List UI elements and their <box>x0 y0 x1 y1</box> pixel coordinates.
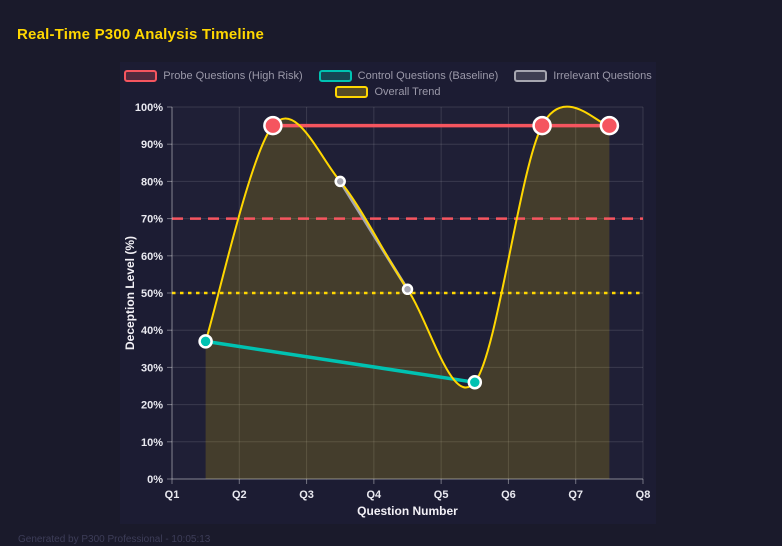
control-line <box>203 339 477 385</box>
y-tick-label: 70% <box>141 214 163 226</box>
x-axis-title: Question Number <box>357 504 458 518</box>
x-tick-label: Q4 <box>367 489 383 501</box>
y-axis-title: Deception Level (%) <box>123 236 137 350</box>
control-point[interactable] <box>467 375 483 390</box>
probe-point[interactable] <box>599 115 620 136</box>
x-tick-label: Q7 <box>568 489 583 501</box>
legend-label: Probe Questions (High Risk) <box>163 70 303 82</box>
y-tick-label: 50% <box>141 288 163 300</box>
y-tick-label: 60% <box>141 251 163 263</box>
control-legend-swatch <box>318 70 352 82</box>
legend-label: Overall Trend <box>374 86 441 98</box>
x-tick-label: Q5 <box>434 489 449 501</box>
legend-row: Overall Trend <box>335 86 441 98</box>
y-tick-label: 0% <box>147 474 163 486</box>
chart-legend: Probe Questions (High Risk) Control Quest… <box>120 70 656 98</box>
legend-label: Irrelevant Questions <box>553 70 652 82</box>
irrelevant-point[interactable] <box>334 175 346 188</box>
y-tick-label: 40% <box>141 325 163 337</box>
legend-label: Control Questions (Baseline) <box>357 70 499 82</box>
legend-item-trend[interactable]: Overall Trend <box>335 86 441 98</box>
probe-point[interactable] <box>532 115 552 136</box>
x-tick-label: Q2 <box>232 489 247 501</box>
y-tick-label: 10% <box>141 437 163 449</box>
y-tick-label: 20% <box>141 400 163 412</box>
trend-legend-swatch <box>335 86 369 98</box>
probe-point[interactable] <box>263 115 283 136</box>
y-tick-label: 90% <box>141 139 163 151</box>
irrelevant-point[interactable] <box>401 283 414 296</box>
legend-row: Probe Questions (High Risk) Control Quest… <box>124 70 652 82</box>
probe-legend-swatch <box>124 70 158 82</box>
x-tick-label: Q1 <box>165 489 180 501</box>
y-tick-label: 100% <box>135 102 163 114</box>
footer-note: Generated by P300 Professional - 10:05:1… <box>18 534 211 545</box>
control-point[interactable] <box>198 334 213 349</box>
x-tick-label: Q8 <box>636 489 651 501</box>
y-tick-label: 30% <box>141 362 163 374</box>
x-tick-label: Q3 <box>299 489 314 501</box>
irrelevant-legend-swatch <box>514 70 548 82</box>
page-title: Real-Time P300 Analysis Timeline <box>17 26 265 43</box>
legend-item-control[interactable]: Control Questions (Baseline) <box>318 70 499 82</box>
legend-item-probe[interactable]: Probe Questions (High Risk) <box>124 70 303 82</box>
legend-item-irrelevant[interactable]: Irrelevant Questions <box>514 70 652 82</box>
y-tick-label: 80% <box>141 176 163 188</box>
x-tick-label: Q6 <box>501 489 516 501</box>
